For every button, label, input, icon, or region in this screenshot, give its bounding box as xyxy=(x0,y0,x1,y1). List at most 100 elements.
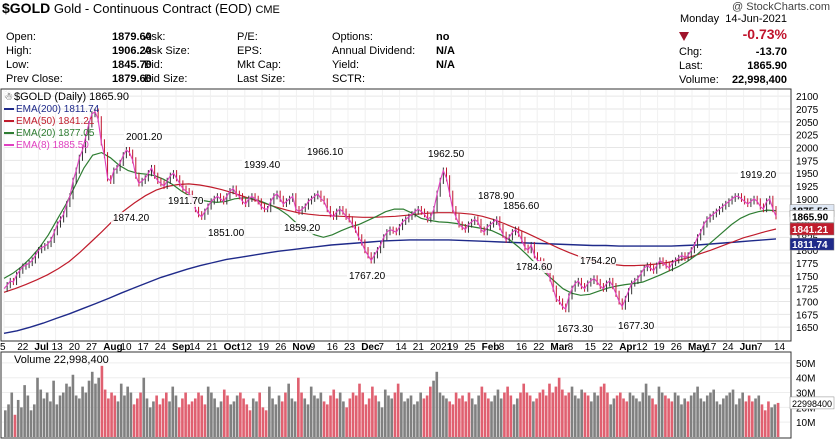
volume-bar xyxy=(348,398,352,437)
price-label: 1784.60 xyxy=(516,262,553,273)
volume-bar xyxy=(197,392,200,437)
volume-bar xyxy=(332,389,336,437)
price-label: 1754.20 xyxy=(580,256,617,267)
price-tick: 1700 xyxy=(796,297,819,308)
price-tick: 1900 xyxy=(796,195,819,206)
volume-bar xyxy=(615,395,619,437)
volume-value: 22,998,400 xyxy=(731,74,787,86)
volume-bar xyxy=(429,386,432,437)
quote-header: $GOLD Gold - Continuous Contract (EOD) C… xyxy=(0,0,836,88)
price-tick: 1650 xyxy=(796,323,819,334)
price-tag: 1865.90 xyxy=(792,212,829,223)
volume-bar xyxy=(577,398,580,437)
volume-bar xyxy=(660,392,664,437)
legend-entry: EMA(50) 1841.21 xyxy=(16,116,95,127)
volume-bar xyxy=(36,377,39,437)
volume-bar xyxy=(268,386,271,437)
date-tick: 22 xyxy=(533,342,545,353)
date-tick: 27 xyxy=(86,342,98,353)
field-value: no xyxy=(436,31,450,43)
date-tick: 15 xyxy=(585,342,597,353)
legend: $GOLD (Daily) 1865.90 ☃ EMA(200) 1811.74… xyxy=(4,90,129,151)
volume-bar xyxy=(419,392,422,437)
volume-bar xyxy=(432,380,435,437)
volume-bar xyxy=(503,392,506,437)
price-tag-bg xyxy=(789,237,835,251)
date-tick: 22 xyxy=(602,342,614,353)
date-tick: 13 xyxy=(52,342,64,353)
volume-bar xyxy=(316,398,319,437)
volume-bar xyxy=(49,401,52,437)
volume-bar xyxy=(544,395,548,437)
volume-bar xyxy=(322,401,326,437)
volume-bar xyxy=(470,398,474,437)
volume-bar xyxy=(10,392,14,437)
date-tick: Dec xyxy=(361,342,380,353)
volume-tag-bg xyxy=(789,396,835,410)
field-value: 1879.60 xyxy=(112,73,152,85)
volume-bar xyxy=(506,386,509,437)
volume-bar xyxy=(329,395,332,437)
volume-bar xyxy=(638,401,641,437)
volume-bar xyxy=(300,392,303,437)
field-label: Ask Size: xyxy=(144,45,190,57)
volume-bar xyxy=(55,404,59,437)
volume-bar xyxy=(725,395,728,437)
volume-bar xyxy=(593,392,596,437)
field-label: Low: xyxy=(6,59,30,71)
volume-bar xyxy=(132,404,136,437)
date-tick: 17 xyxy=(705,342,717,353)
volume-bar xyxy=(619,392,622,437)
volume-bar xyxy=(519,392,522,437)
volume-bar xyxy=(184,392,187,437)
field-label: Mkt Cap: xyxy=(237,59,282,71)
date-tick: 21 xyxy=(206,342,218,353)
date-tick: 16 xyxy=(327,342,339,353)
volume-bar xyxy=(773,404,777,437)
price-label: 1673.30 xyxy=(557,324,594,335)
description: Gold - Continuous Contract (EOD) xyxy=(53,1,252,16)
price-tick: 1975 xyxy=(796,156,819,167)
price-label: 1962.50 xyxy=(428,149,465,160)
volume-bar xyxy=(776,402,780,437)
volume-bar xyxy=(551,392,555,437)
price-tick: 1675 xyxy=(796,310,819,321)
volume-bar xyxy=(94,383,97,437)
volume-bar xyxy=(628,392,632,437)
volume-bar xyxy=(161,398,165,437)
volume-bar xyxy=(29,410,33,437)
volume-bar xyxy=(361,392,365,437)
volume-bar xyxy=(100,365,104,437)
volume-bar xyxy=(210,392,213,437)
date-tick: May xyxy=(688,342,708,353)
volume-bar xyxy=(644,383,648,437)
volume-bar xyxy=(486,398,490,437)
volume-bar xyxy=(367,398,371,437)
field-label: SCTR: xyxy=(332,73,365,85)
volume-bar xyxy=(103,389,107,437)
volume-bar xyxy=(58,395,62,437)
volume-bar xyxy=(193,398,197,437)
date-tick: 16 xyxy=(516,342,528,353)
volume-bar xyxy=(235,395,239,437)
date-tick: 19 xyxy=(447,342,459,353)
date-tick: Sep xyxy=(172,342,190,353)
volume-bar xyxy=(731,389,735,437)
volume-bar xyxy=(342,401,345,437)
volume-bar xyxy=(606,392,609,437)
volume-bar xyxy=(718,404,722,437)
date-tick: Mar xyxy=(550,342,568,353)
date-tick: 5 xyxy=(0,342,6,353)
price-tag-bg xyxy=(789,222,835,236)
date-tick: 10 xyxy=(120,342,132,353)
price-label: 1966.10 xyxy=(307,147,344,158)
price-label-bg xyxy=(738,169,776,181)
volume-bar xyxy=(206,386,210,437)
volume-bar xyxy=(654,404,658,437)
volume-bar xyxy=(754,398,757,437)
price-label-bg xyxy=(124,131,162,143)
volume-bar xyxy=(377,401,381,437)
volume-bar xyxy=(528,395,532,437)
volume-bar xyxy=(16,399,20,437)
volume-bar xyxy=(699,398,703,437)
